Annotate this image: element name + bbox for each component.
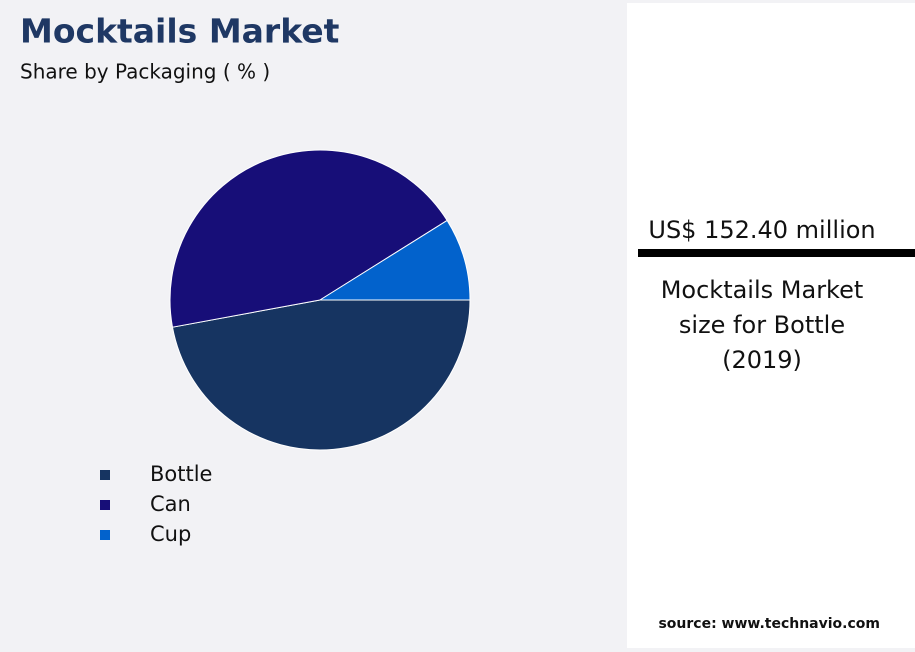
legend-marker bbox=[100, 530, 110, 540]
pie-slice bbox=[171, 299, 471, 451]
source: source: www.technavio.com bbox=[658, 616, 880, 632]
chart-subtitle: Share by Packaging ( % ) bbox=[20, 60, 270, 84]
legend-label: Cup bbox=[150, 522, 191, 546]
legend-marker bbox=[100, 470, 110, 480]
chart-title: Mocktails Market bbox=[20, 12, 340, 51]
callout-value: US$ 152.40 million bbox=[648, 216, 875, 244]
legend-label: Can bbox=[150, 492, 191, 516]
legend-marker bbox=[100, 500, 110, 510]
pie-slice bbox=[318, 219, 471, 301]
callout-description: Mocktails Market bbox=[661, 276, 864, 304]
callout-panel bbox=[627, 3, 915, 648]
callout-description: size for Bottle bbox=[679, 311, 845, 339]
pie-slice bbox=[169, 149, 448, 328]
callout-description: (2019) bbox=[722, 346, 802, 374]
legend-label: Bottle bbox=[150, 462, 212, 486]
callout-rule bbox=[638, 249, 915, 257]
